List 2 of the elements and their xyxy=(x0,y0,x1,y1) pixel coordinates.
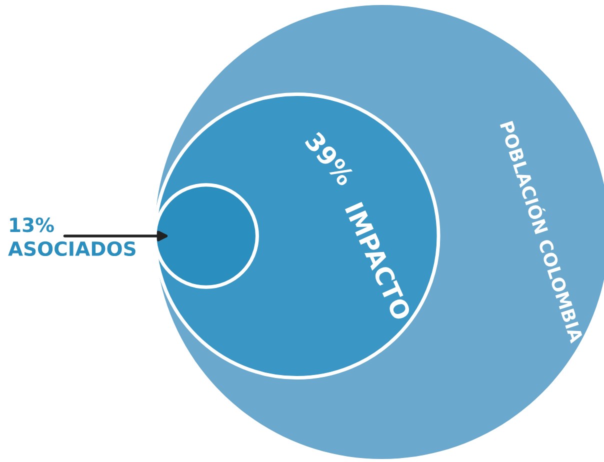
data-label: 13% xyxy=(10,218,54,232)
category-label: ASOCIADOS xyxy=(8,241,136,256)
